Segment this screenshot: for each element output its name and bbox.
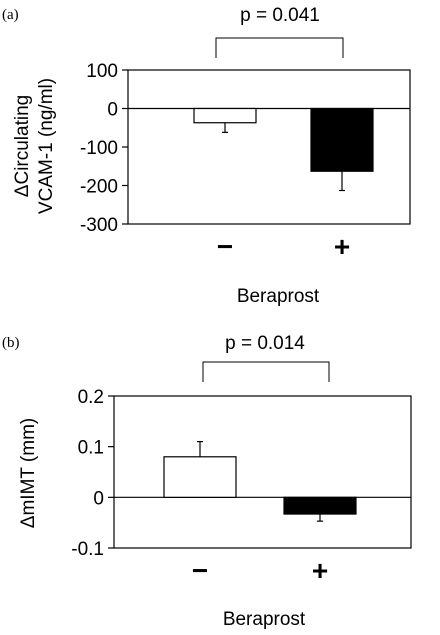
panel-a-ylabel-line2: VCAM-1 (ng/ml) [36,78,57,214]
panel-b-ylabel: ΔmIMT (mm) [18,418,39,528]
panel-b-axes-frame [113,395,412,549]
panel-a-ylabel-line1: ΔCirculating [12,95,33,197]
panel-a-ytick-label: -200 [80,177,118,198]
panel-a-ytick-label: 100 [86,61,118,82]
panel-a-category-label-1: − [217,231,233,262]
panel-b-xlabel: Beraprost [223,609,306,630]
panel-b-plot-area: 0.2 0.1 0 -0.1 − + [71,361,412,586]
panel-a-plot-area: 100 0 -100 -200 -300 − + [80,37,411,262]
panel-a-ytick-label: 0 [107,100,118,121]
panel-b-significance-bracket [202,361,330,382]
panel-a: (a) 100 0 -100 -200 -300 − + p = 0.041 ΔCircul… [2,5,411,307]
panel-b-ytick-label: 0.1 [78,438,104,459]
panel-b-category-label-1: − [192,555,208,586]
panel-b-bar-1 [163,456,237,498]
panel-a-label: (a) [2,7,19,23]
panel-a-bar-2 [310,107,374,172]
panel-b-category-label-2: + [312,555,328,586]
panel-b-ytick-label: 0.2 [78,387,104,408]
panel-b-p-value: p = 0.014 [225,333,305,354]
panel-b-bar-2 [283,496,357,515]
panel-b-ytick-label: 0 [93,488,104,509]
panel-a-ytick-label: -100 [80,138,118,159]
panel-a-category-label-2: + [334,231,350,262]
panel-b-ytick-label: -0.1 [71,539,104,560]
panel-a-ytick-label: -300 [80,215,118,236]
panel-a-significance-bracket [215,37,344,58]
panel-a-xlabel: Beraprost [237,286,320,307]
panel-b: (b) 0.2 0.1 0 -0.1 − + p = 0.014 ΔmIMT (mm) B… [2,333,412,630]
panel-b-label: (b) [2,335,20,351]
panel-a-p-value: p = 0.041 [240,5,320,26]
panel-a-bar-1 [193,107,257,124]
